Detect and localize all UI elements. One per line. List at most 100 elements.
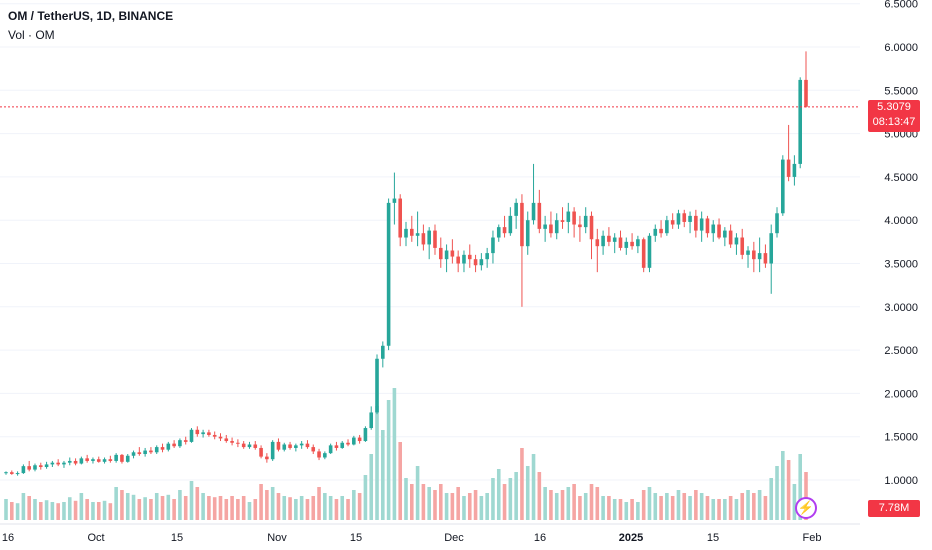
x-tick-label: Dec — [444, 532, 464, 544]
candle-body — [120, 454, 124, 462]
candle-body — [763, 253, 768, 264]
volume-bar — [427, 487, 431, 520]
volume-bar — [723, 499, 727, 520]
volume-indicator-label[interactable]: Vol · OM — [8, 28, 55, 42]
candle-body — [4, 472, 8, 474]
volume-bar — [624, 502, 629, 520]
x-tick-label: Nov — [267, 532, 287, 544]
candle-body — [670, 220, 675, 225]
y-tick-label: 3.0000 — [884, 302, 918, 314]
candle-body — [282, 444, 287, 450]
candle-body — [734, 237, 739, 245]
candle-body — [102, 459, 107, 462]
candle-body — [537, 202, 542, 229]
candle-body — [508, 215, 513, 234]
price-axis[interactable]: 6.50006.00005.50005.00004.50004.00003.50… — [884, 0, 918, 487]
volume-bar — [259, 484, 263, 520]
volume-bar — [433, 490, 437, 520]
candle-body — [595, 239, 600, 247]
candle-body — [699, 218, 704, 231]
candle-body — [305, 443, 310, 448]
candle-body — [212, 434, 217, 437]
candle-body — [462, 254, 466, 264]
candle-body — [433, 230, 437, 248]
candle-body — [467, 254, 472, 260]
time-axis[interactable]: 16 Oct 15 Nov 15 Dec 16 2025 15 Feb — [0, 523, 860, 544]
volume-bar — [120, 490, 124, 520]
candle-body — [444, 250, 449, 260]
candle-body — [728, 230, 733, 245]
volume-bar — [653, 493, 658, 520]
candle-body — [154, 447, 159, 453]
candle-body — [50, 462, 55, 465]
volume-bar — [694, 490, 698, 520]
lightning-icon[interactable]: ⚡ — [795, 497, 817, 519]
volume-bar — [10, 502, 14, 520]
volume-bar — [323, 493, 327, 520]
candle-body — [410, 228, 414, 236]
candle-body — [363, 428, 368, 442]
candle-body — [265, 456, 269, 460]
candle-body — [769, 233, 774, 264]
volume-bar — [618, 499, 623, 520]
candle-body — [183, 440, 188, 442]
volume-bar — [137, 499, 142, 520]
candle-body — [96, 459, 101, 462]
volume-bar — [444, 493, 449, 520]
volume-bar — [752, 493, 756, 520]
volume-bar — [212, 497, 217, 520]
volume-bar — [386, 400, 391, 520]
volume-bar — [154, 493, 159, 520]
volume-bar — [62, 502, 66, 520]
volume-bar — [183, 496, 188, 520]
candle-body — [85, 458, 89, 461]
y-tick-label: 6.5000 — [884, 0, 918, 11]
candle-body — [236, 442, 240, 444]
candle-body — [723, 230, 727, 238]
volume-bar — [485, 493, 489, 520]
x-tick-label: 15 — [350, 532, 362, 544]
volume-bar — [549, 490, 553, 520]
y-tick-label: 2.0000 — [884, 388, 918, 400]
volume-bar — [467, 493, 472, 520]
candle-body — [572, 211, 576, 225]
volume-bar — [479, 496, 484, 520]
price-candles — [4, 51, 808, 476]
candle-body — [67, 460, 72, 463]
candle-body — [641, 239, 646, 268]
chart-grid — [0, 3, 860, 481]
candle-body — [340, 442, 345, 448]
volume-bar — [531, 454, 536, 520]
candle-body — [711, 224, 716, 234]
symbol-title[interactable]: OM / TetherUS, 1D, BINANCE — [8, 9, 174, 23]
x-tick-label: 16 — [2, 532, 14, 544]
candle-body — [688, 215, 692, 222]
volume-bar — [270, 487, 275, 520]
candle-body — [496, 227, 501, 238]
volume-bar — [224, 499, 229, 520]
candle-body — [369, 412, 374, 429]
volume-bar — [450, 493, 455, 520]
candle-body — [328, 445, 333, 454]
volume-bar — [520, 448, 524, 520]
volume-bar — [38, 502, 43, 520]
volume-bar — [172, 499, 176, 520]
y-tick-label: 3.5000 — [884, 259, 918, 271]
candle-body — [485, 253, 489, 260]
y-tick-label: 5.5000 — [884, 85, 918, 97]
volume-bar — [195, 487, 200, 520]
volume-bar — [218, 496, 223, 520]
volume-bar — [328, 496, 333, 520]
volume-bar — [688, 496, 692, 520]
volume-bar — [67, 497, 72, 520]
candle-body — [276, 441, 281, 450]
volume-bar — [398, 442, 402, 520]
candle-body — [525, 220, 530, 247]
candle-body — [230, 441, 234, 443]
volume-bar — [294, 499, 298, 520]
candle-body — [786, 159, 791, 177]
candle-body — [636, 239, 640, 247]
y-tick-label: 4.0000 — [884, 215, 918, 227]
volume-bar — [85, 499, 89, 520]
